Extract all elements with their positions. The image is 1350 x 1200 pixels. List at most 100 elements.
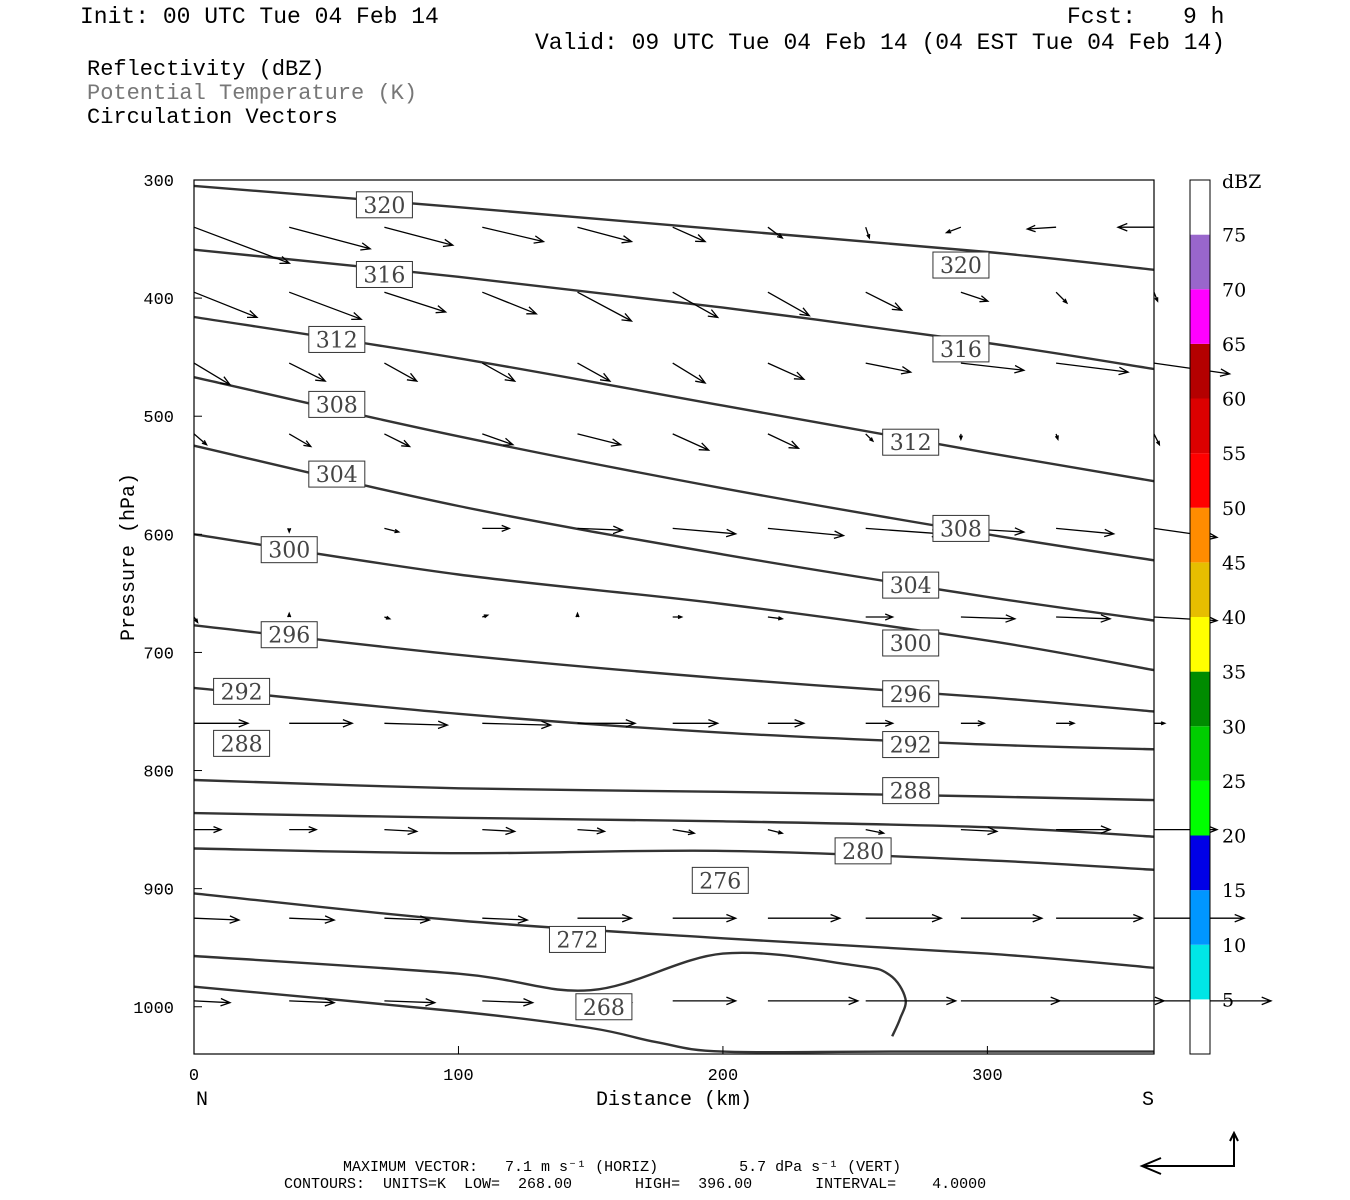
y-tick-label: 1000 [133, 1000, 174, 1019]
colorbar-label: 15 [1222, 880, 1246, 902]
circulation-vector [384, 527, 401, 534]
circulation-vector [384, 226, 455, 248]
colorbar-label: 25 [1222, 771, 1246, 793]
contour-284 [193, 811, 1155, 838]
circulation-vector [384, 362, 419, 382]
colorbar-segment [1190, 343, 1210, 399]
colorbar-frame [1189, 179, 1211, 1055]
contour-label-box [932, 251, 990, 279]
circulation-vector [577, 827, 607, 835]
circulation-vector [1116, 222, 1154, 232]
contour-label-box [575, 993, 633, 1021]
circulation-vector [482, 998, 535, 1007]
circulation-vector [289, 998, 336, 1007]
colorbar-segment [1190, 890, 1210, 945]
legend-reflectivity: Reflectivity (dBZ) [87, 57, 325, 82]
circulation-vector [672, 433, 711, 451]
colorbar-segment [1190, 289, 1210, 344]
circulation-vector [193, 362, 232, 386]
contour-label-box [308, 325, 366, 353]
circulation-vector [482, 614, 490, 619]
circulation-vector [1153, 433, 1161, 447]
contour-label-box [213, 729, 271, 757]
circulation-vector [289, 718, 354, 728]
circulation-vector [1056, 996, 1166, 1006]
colorbar-segment [1190, 999, 1210, 1054]
maximum-vector-note: MAXIMUM VECTOR: 7.1 m s⁻¹ (HORIZ) 5.7 dP… [343, 1159, 902, 1176]
circulation-vector [1025, 224, 1057, 233]
circulation-vector [384, 615, 392, 620]
circulation-vector [384, 998, 437, 1007]
circulation-vector [193, 997, 232, 1007]
colorbar-segment [1190, 398, 1210, 454]
forecast-hour: 9 h [1183, 4, 1225, 30]
north-label: N [196, 1089, 208, 1112]
circulation-vector [672, 996, 738, 1006]
contour-label-box [932, 335, 990, 363]
contour-label-box [260, 536, 318, 564]
circulation-vector [577, 291, 634, 322]
colorbar-segment [1190, 453, 1210, 508]
contour-label: 272 [556, 928, 598, 953]
contour-label-box [548, 925, 606, 953]
circulation-vector [289, 825, 318, 834]
contour-label: 320 [940, 254, 982, 279]
contour-label: 296 [890, 683, 932, 708]
circulation-vector [1056, 614, 1112, 623]
colorbar-segment [1190, 617, 1210, 672]
contour-label: 280 [842, 840, 884, 865]
contour-276 [193, 892, 1155, 969]
circulation-vector [1056, 527, 1116, 538]
circulation-vector [384, 826, 419, 836]
circulation-vector [1056, 913, 1145, 923]
circulation-vector [958, 433, 964, 442]
contour-268 [193, 985, 1154, 1054]
colorbar-label: 65 [1222, 334, 1246, 356]
contour-label: 300 [268, 539, 310, 564]
circulation-vector [767, 828, 784, 835]
circulation-vector [865, 828, 886, 835]
valid-time: Valid: 09 UTC Tue 04 Feb 14 (04 EST Tue … [535, 30, 1226, 56]
contour-label-box [882, 777, 940, 805]
x-tick-label: 0 [189, 1067, 199, 1086]
y-tick-label: 500 [143, 409, 174, 428]
circulation-vector [865, 527, 944, 538]
circulation-vector [672, 828, 697, 836]
contour-label: 268 [583, 996, 625, 1021]
y-tick-label: 400 [143, 291, 174, 310]
colorbar-label: 55 [1222, 443, 1246, 465]
circulation-vector [767, 913, 842, 923]
circulation-vector [767, 433, 801, 450]
x-tick-label: 200 [708, 1067, 739, 1086]
contour-label: 312 [316, 328, 358, 353]
x-tick-label: 300 [972, 1067, 1003, 1086]
circulation-vector [482, 433, 515, 446]
circulation-vector [865, 996, 958, 1006]
circulation-vector [960, 362, 1026, 374]
circulation-vector [960, 614, 1017, 623]
contour-label: 304 [890, 574, 932, 599]
contour-label: 312 [890, 431, 932, 456]
circulation-vector [767, 616, 785, 621]
colorbar-segment [1190, 234, 1210, 290]
contour-label: 292 [221, 680, 263, 705]
contour-316 [193, 248, 1155, 371]
init-time: Init: 00 UTC Tue 04 Feb 14 [80, 4, 439, 30]
contour-label-box [834, 837, 892, 865]
contour-label-box [882, 680, 940, 708]
contour-280 [193, 847, 1155, 871]
colorbar-label: 10 [1222, 935, 1246, 957]
circulation-vector [672, 291, 720, 319]
circulation-vector [289, 226, 372, 251]
colorbar-label: 30 [1222, 716, 1246, 738]
contour-label-box [308, 460, 366, 488]
circulation-vector [482, 915, 530, 924]
colorbar-label: 50 [1222, 498, 1246, 520]
colorbar-segment [1190, 562, 1210, 617]
circulation-vector [672, 614, 684, 620]
colorbar-segment [1190, 726, 1210, 781]
circulation-vector [672, 226, 707, 243]
x-tick-label: 100 [443, 1067, 474, 1086]
colorbar-label: 60 [1222, 389, 1246, 411]
colorbar-segment [1190, 835, 1210, 891]
